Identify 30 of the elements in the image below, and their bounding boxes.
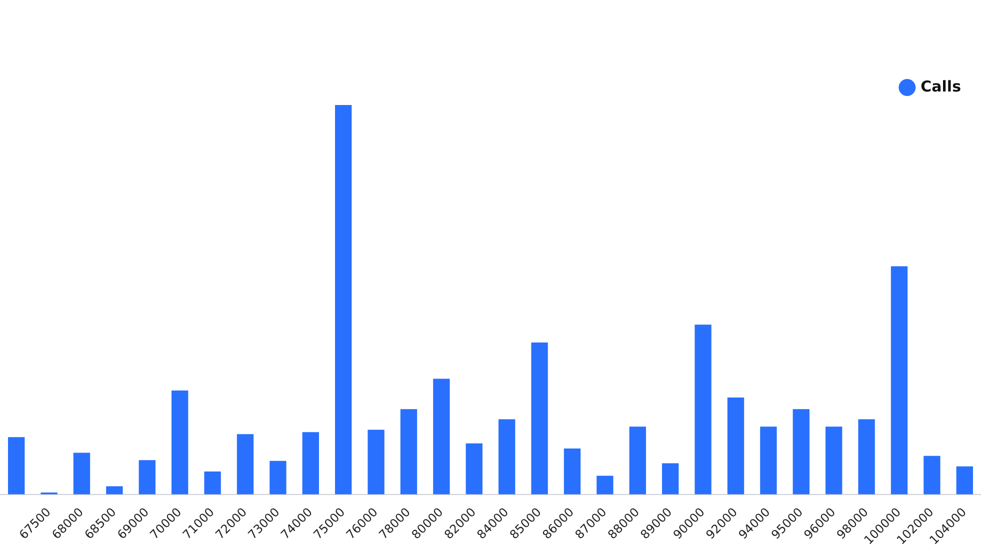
bar (596, 476, 614, 494)
bar (400, 409, 418, 494)
bar (564, 448, 581, 494)
bar (368, 430, 384, 494)
bar (302, 432, 319, 494)
bar (727, 397, 744, 494)
bar (792, 409, 810, 494)
legend-label: Calls (920, 77, 962, 96)
bar (924, 456, 940, 494)
bar (138, 460, 156, 494)
bar (531, 342, 548, 494)
bar (270, 460, 286, 494)
bar (890, 266, 908, 494)
bar (466, 443, 482, 494)
bar (433, 378, 450, 494)
bar (694, 324, 712, 494)
bar (8, 437, 25, 494)
bar (236, 434, 254, 494)
bar (662, 463, 679, 494)
bar (106, 486, 123, 494)
bar (73, 452, 90, 494)
bar (858, 419, 875, 494)
bar (826, 426, 842, 494)
bar (498, 419, 516, 494)
bar (629, 426, 646, 494)
bar (204, 471, 221, 494)
bar (760, 426, 777, 494)
bar (335, 105, 352, 494)
bar (956, 466, 973, 494)
bar (172, 390, 188, 494)
